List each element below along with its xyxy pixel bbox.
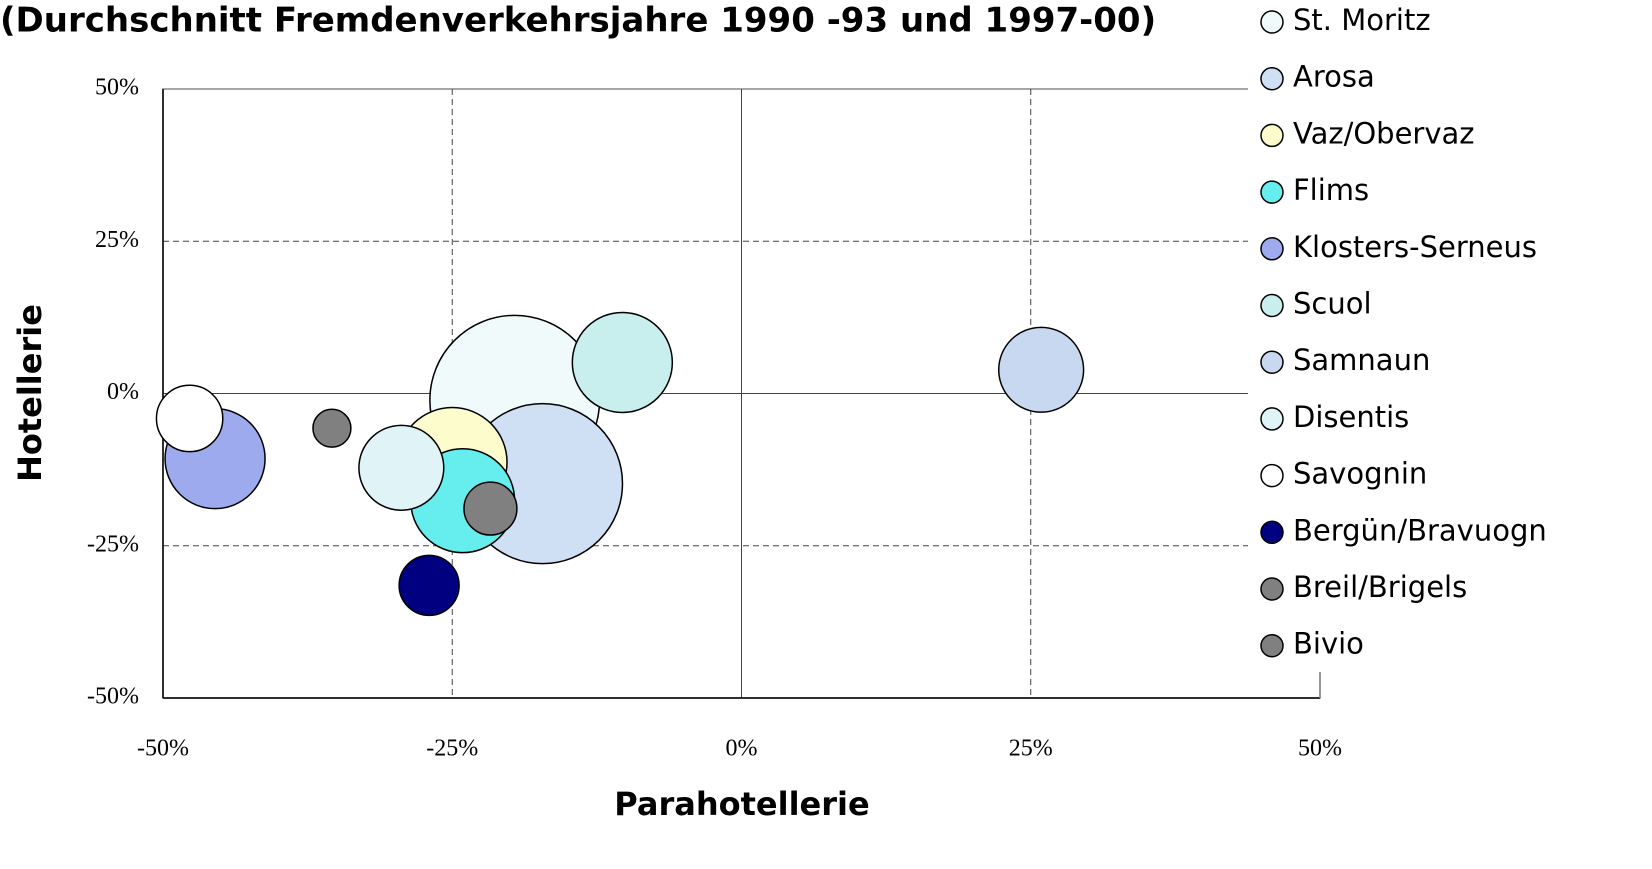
x-tick-label: -25% — [426, 736, 478, 762]
legend-swatch — [1260, 520, 1284, 545]
legend-label: Scuol — [1293, 287, 1372, 321]
legend-label: Bivio — [1293, 627, 1364, 661]
legend-swatch — [1260, 350, 1284, 374]
bubble — [358, 424, 445, 511]
legend-swatch — [1260, 407, 1284, 431]
x-tick-label: -50% — [137, 736, 189, 762]
legend-swatch — [1260, 66, 1284, 91]
legend-box — [1248, 0, 1652, 672]
bubble — [312, 408, 352, 448]
legend-swatch — [1260, 123, 1284, 148]
x-axis-title: Parahotellerie — [614, 785, 869, 823]
y-tick-label: -25% — [87, 531, 139, 557]
y-axis-title: Hotellerie — [11, 304, 49, 482]
legend-swatch — [1260, 463, 1284, 488]
legend-label: Bergün/Bravuogn — [1293, 513, 1547, 547]
x-tick-label: 50% — [1298, 736, 1342, 762]
bubble — [997, 326, 1085, 413]
bubble — [463, 481, 518, 536]
legend-swatch — [1260, 10, 1284, 34]
legend-swatch — [1260, 180, 1284, 204]
legend-swatch — [1260, 633, 1284, 658]
bubble — [571, 311, 674, 414]
y-tick-label: -50% — [87, 684, 139, 710]
x-tick-label: 25% — [1009, 736, 1053, 762]
legend-label: Flims — [1293, 173, 1369, 207]
y-tick-label: 0% — [107, 379, 139, 405]
legend-swatch — [1260, 577, 1284, 601]
legend-label: Disentis — [1293, 400, 1409, 434]
legend-label: Savognin — [1293, 457, 1427, 491]
legend-label: Vaz/Obervaz — [1293, 116, 1475, 150]
legend-label: Arosa — [1293, 60, 1375, 94]
y-tick-label: 25% — [95, 227, 139, 253]
bubble — [398, 554, 460, 617]
x-tick-label: 0% — [726, 736, 758, 762]
legend-label: Breil/Brigels — [1293, 570, 1467, 604]
legend-swatch — [1260, 237, 1284, 261]
legend-label: Samnaun — [1293, 343, 1430, 377]
y-tick-label: 50% — [95, 75, 139, 101]
bubble — [155, 384, 224, 453]
chart-title: (Durchschnitt Fremdenverkehrsjahre 1990 … — [0, 1, 1156, 41]
legend-label: St. Moritz — [1293, 3, 1431, 37]
legend-swatch — [1260, 293, 1284, 318]
legend-label: Klosters-Serneus — [1293, 230, 1537, 264]
